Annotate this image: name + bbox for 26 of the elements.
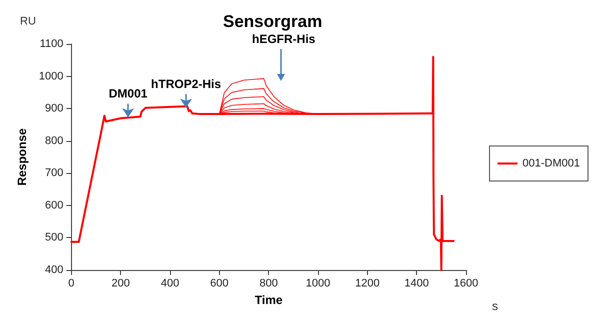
y-axis-title: Response	[15, 128, 29, 186]
annotation: DM001	[108, 86, 148, 101]
x-tick-label: 1400	[404, 278, 429, 290]
y-tick-label: 900	[45, 102, 64, 115]
x-tick-label: 800	[260, 278, 278, 290]
y-tick-label: 1000	[38, 70, 64, 82]
x-axis-title: Time	[254, 293, 283, 307]
annotation: hTROP2-His	[151, 77, 222, 92]
x-tick-label: 1600	[454, 278, 478, 290]
x-tick-label: 200	[112, 278, 130, 290]
text: s	[492, 299, 498, 313]
y-tick-label: 1100	[40, 38, 64, 50]
x-tick-label: 400	[160, 278, 180, 290]
y-tick-label: 500	[45, 232, 64, 244]
y-tick-label: 600	[45, 199, 64, 212]
annotation: hEGFR-His	[252, 32, 316, 46]
y-tick-label: 700	[45, 167, 64, 180]
text: RU	[20, 16, 36, 28]
x-tick-label: 0	[68, 278, 74, 290]
x-tick-label: 1000	[306, 278, 330, 290]
y-tick-label: 400	[45, 264, 64, 276]
legend-label: 001-DM001	[522, 158, 580, 170]
x-tick-label: 1200	[355, 278, 380, 290]
chart-title: Sensorgram	[223, 12, 322, 31]
y-tick-label: 800	[45, 134, 64, 147]
x-tick-label: 600	[210, 278, 229, 290]
